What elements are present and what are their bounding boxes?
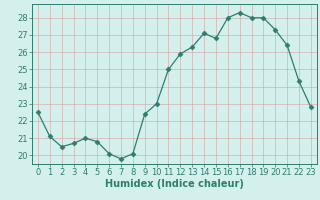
X-axis label: Humidex (Indice chaleur): Humidex (Indice chaleur): [105, 179, 244, 189]
